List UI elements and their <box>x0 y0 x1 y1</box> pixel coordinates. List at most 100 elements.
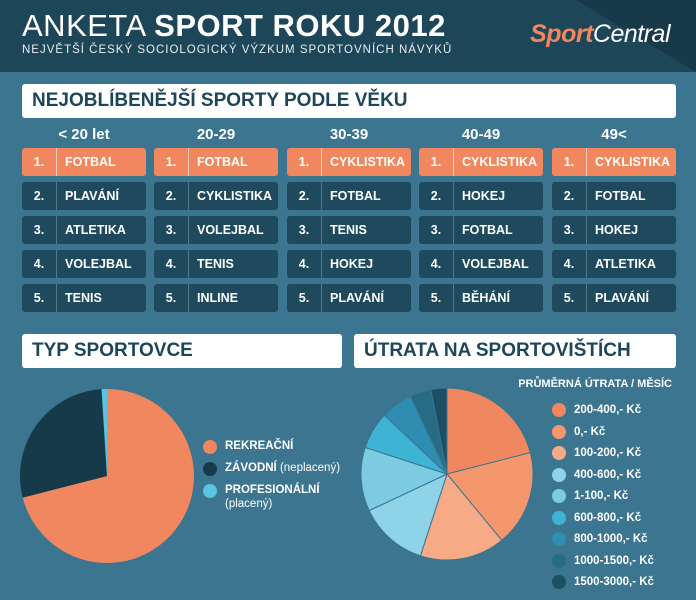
rank-item: 4. VOLEJBAL <box>22 250 146 278</box>
header: ANKETA SPORT ROKU 2012 NEJVĚTŠÍ ČESKÝ SO… <box>0 0 696 72</box>
rank-item: 5. BĚHÁNÍ <box>419 284 543 312</box>
rank-sport: TENIS <box>330 223 367 237</box>
legend-label: 800-1000,- Kč <box>574 533 648 545</box>
rank-item: 2. FOTBAL <box>287 182 411 210</box>
rank-item: 5. TENIS <box>22 284 146 312</box>
spending-legend-item: 0,- Kč <box>552 424 606 439</box>
spending-legend-item: 100-200,- Kč <box>552 446 641 460</box>
rank-item: 3. VOLEJBAL <box>154 216 278 244</box>
rank-sport: VOLEJBAL <box>65 257 132 271</box>
header-accent <box>576 0 696 72</box>
age-group-label: 49< <box>601 126 627 143</box>
legend-label: 1500-3000,- Kč <box>574 576 654 588</box>
age-group-label: 40-49 <box>461 126 501 143</box>
rank-number: 4. <box>287 250 322 278</box>
legend-label: 600-800,- Kč <box>574 511 642 524</box>
rank-number: 1. <box>287 148 322 176</box>
rank-sport: HOKEJ <box>330 257 374 271</box>
rank-sport: FOTBAL <box>65 155 116 169</box>
spending-legend-item: 600-800,- Kč <box>552 510 642 525</box>
rank-number: 4. <box>419 250 454 278</box>
spending-legend-item: 1500-3000,- Kč <box>552 575 654 589</box>
rank-number: 5. <box>22 284 57 312</box>
rank-item: 5. INLINE <box>154 284 278 312</box>
logo-central: Central <box>592 20 671 48</box>
rank-item: 1. FOTBAL <box>154 148 278 176</box>
rank-number: 2. <box>287 182 322 210</box>
rank-number: 5. <box>287 284 322 312</box>
rank-item: 4. HOKEJ <box>287 250 411 278</box>
rank-item: 3. TENIS <box>287 216 411 244</box>
rank-number: 1. <box>419 148 454 176</box>
legend-dot <box>552 403 566 417</box>
rank-sport: HOKEJ <box>462 189 506 203</box>
age-group-label: 30-39 <box>329 126 369 143</box>
legend-label: 1000-1500,- Kč <box>574 554 654 567</box>
legend-item: ZÁVODNÍ (neplacený) <box>203 462 340 476</box>
pie-slice <box>419 472 503 561</box>
pie-slice <box>446 387 531 475</box>
legend-dot <box>203 440 217 454</box>
rank-number: 1. <box>552 148 587 176</box>
legend-label: 100-200,- Kč <box>574 447 642 459</box>
section-title-athlete-type: TYP SPORTOVCE <box>22 334 342 368</box>
rank-item: 2. FOTBAL <box>552 182 676 210</box>
rank-sport: FOTBAL <box>197 155 248 169</box>
logo-sport: Sport <box>530 20 593 48</box>
legend-dot <box>552 467 566 482</box>
rank-sport: BĚHÁNÍ <box>462 291 510 305</box>
rank-number: 3. <box>154 216 189 244</box>
legend-dot <box>552 553 566 568</box>
page-subtitle: NEJVĚTŠÍ ČESKÝ SOCIOLOGICKÝ VÝZKUM SPORT… <box>22 44 453 56</box>
pie-slice <box>364 414 448 475</box>
rank-number: 4. <box>552 250 587 278</box>
pie-slice <box>101 389 107 476</box>
rank-item: 2. PLAVÁNÍ <box>22 182 146 210</box>
rank-sport: CYKLISTIKA <box>462 155 537 169</box>
legend-dot <box>203 484 217 498</box>
age-group-label: < 20 let <box>58 126 110 143</box>
legend-item: PROFESIONÁLNÍ (placený) <box>203 484 320 510</box>
legend-dot <box>552 575 566 589</box>
spending-legend-item: 1-100,- Kč <box>552 489 628 503</box>
rank-sport: TENIS <box>197 257 234 271</box>
rank-item: 3. HOKEJ <box>552 216 676 244</box>
rank-item: 1. CYKLISTIKA <box>287 148 411 176</box>
rank-number: 3. <box>552 216 587 244</box>
pie-slice <box>409 388 448 475</box>
rank-item: 5. PLAVÁNÍ <box>552 284 676 312</box>
rank-sport: FOTBAL <box>462 223 513 237</box>
spending-legend-item: 200-400,- Kč <box>552 403 641 417</box>
legend-dot <box>552 510 566 525</box>
rank-sport: PLAVÁNÍ <box>65 189 119 203</box>
rank-number: 3. <box>287 216 322 244</box>
rank-item: 3. ATLETIKA <box>22 216 146 244</box>
legend-label: 0,- Kč <box>574 425 606 438</box>
spending-legend-item: 1000-1500,- Kč <box>552 553 654 568</box>
rank-number: 2. <box>419 182 454 210</box>
pie-slice <box>20 389 107 498</box>
rank-item: 4. VOLEJBAL <box>419 250 543 278</box>
rank-number: 4. <box>22 250 57 278</box>
rank-item: 3. FOTBAL <box>419 216 543 244</box>
legend-label: REKREAČNÍ <box>225 440 294 452</box>
rank-item: 4. ATLETIKA <box>552 250 676 278</box>
rank-sport: CYKLISTIKA <box>197 189 272 203</box>
rank-sport: VOLEJBAL <box>462 257 529 271</box>
rank-item: 4. TENIS <box>154 250 278 278</box>
sportcentral-logo: SportCentral <box>530 20 670 49</box>
legend-dot <box>552 424 566 439</box>
rank-sport: TENIS <box>65 291 102 305</box>
pie-slice <box>360 446 449 512</box>
rank-item: 5. PLAVÁNÍ <box>287 284 411 312</box>
legend-dot <box>552 446 566 460</box>
rank-number: 3. <box>22 216 57 244</box>
pie-slice <box>368 473 448 557</box>
legend-label: 1-100,- Kč <box>574 490 629 502</box>
legend-label: 400-600,- Kč <box>574 468 642 481</box>
pie-slice <box>22 389 195 563</box>
rank-number: 1. <box>22 148 57 176</box>
rank-sport: CYKLISTIKA <box>330 155 405 169</box>
pie-slice <box>430 387 448 475</box>
rank-sport: HOKEJ <box>595 223 639 237</box>
